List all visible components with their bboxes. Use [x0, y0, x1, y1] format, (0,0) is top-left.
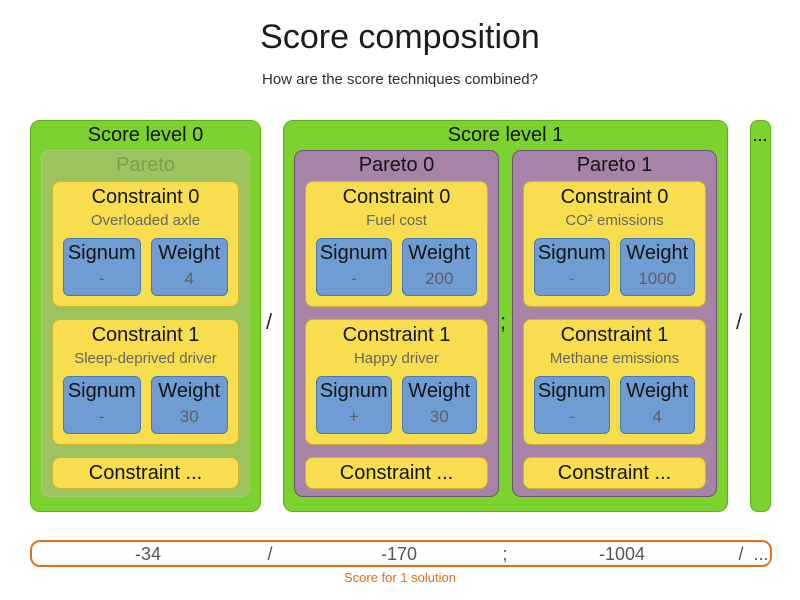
constraint-name: Overloaded axle [90, 212, 201, 229]
constraint-params: Signum - Weight 4 [63, 238, 228, 296]
level-separator-slash: / [735, 309, 743, 334]
constraint-title: Constraint 0 [91, 186, 200, 208]
constraint-params: Signum - Weight 1000 [534, 238, 695, 296]
weight-label: Weight [158, 380, 221, 402]
score-separator-semicolon: ; [502, 544, 508, 564]
weight-value: 30 [179, 407, 199, 426]
score-level-1-groups: Pareto 0 Constraint 0 Fuel cost Signum -… [294, 150, 717, 497]
signum-value: - [98, 407, 105, 426]
pareto-separator-semicolon: ; [499, 309, 507, 334]
constraint-name: CO² emissions [565, 212, 664, 229]
constraint-card: Constraint 1 Sleep-deprived driver Signu… [52, 319, 239, 445]
pareto-0-title: Pareto 0 [358, 154, 435, 176]
weight-value: 30 [429, 407, 449, 426]
signum-value: - [350, 269, 357, 288]
signum-box: Signum + [316, 376, 392, 434]
pareto-1-group: Pareto 1 Constraint 0 CO² emissions Sign… [512, 150, 717, 497]
score-level-0-title: Score level 0 [87, 124, 204, 146]
weight-value: 4 [184, 269, 194, 288]
pareto-0-group: Pareto 0 Constraint 0 Fuel cost Signum -… [294, 150, 499, 497]
constraint-params: Signum - Weight 200 [316, 238, 477, 296]
weight-value: 1000 [638, 269, 677, 288]
constraint-params: Signum - Weight 30 [63, 376, 228, 434]
score-separator-slash: / [738, 544, 744, 564]
constraint-card: Constraint 0 CO² emissions Signum - Weig… [523, 181, 706, 307]
constraint-card: Constraint 0 Fuel cost Signum - Weight 2… [305, 181, 488, 307]
pareto-group-title: Pareto [116, 154, 175, 176]
weight-box: Weight 4 [150, 238, 228, 296]
score-level-0-groups: Pareto Constraint 0 Overloaded axle Sign… [41, 150, 250, 497]
constraint-name: Fuel cost [366, 212, 427, 229]
more-score-levels-strip: ... [750, 120, 771, 512]
signum-box: Signum - [534, 238, 610, 296]
constraint-title: Constraint 1 [560, 324, 669, 346]
constraint-more-card: Constraint ... [523, 457, 706, 489]
weight-box: Weight 1000 [619, 238, 695, 296]
score-result-bar: -34 / -170 ; -1004 / ... [30, 540, 772, 567]
constraint-card: Constraint 1 Happy driver Signum + Weigh… [305, 319, 488, 445]
constraint-name: Sleep-deprived driver [74, 350, 217, 367]
weight-box: Weight 4 [619, 376, 695, 434]
score-level-1-box: Score level 1 Pareto 0 Constraint 0 Fuel… [283, 120, 728, 512]
signum-label: Signum [319, 380, 388, 402]
signum-label: Signum [67, 242, 136, 264]
constraint-title: Constraint 0 [342, 186, 451, 208]
constraint-name: Happy driver [353, 350, 440, 367]
score-pareto-0-value: -170 [380, 544, 418, 564]
score-pareto-1-value: -1004 [598, 544, 646, 564]
signum-box: Signum - [534, 376, 610, 434]
score-level-0-box: Score level 0 Pareto Constraint 0 Overlo… [30, 120, 261, 512]
constraint-title: Constraint 1 [91, 324, 200, 346]
constraint-params: Signum + Weight 30 [316, 376, 477, 434]
weight-label: Weight [408, 380, 471, 402]
signum-value: - [568, 269, 575, 288]
signum-box: Signum - [63, 238, 141, 296]
more-levels-ellipsis: ... [753, 128, 768, 144]
score-bar-caption: Score for 1 solution [343, 570, 456, 585]
constraint-card: Constraint 1 Methane emissions Signum - … [523, 319, 706, 445]
constraint-name: Methane emissions [549, 350, 680, 367]
score-level-0-value: -34 [134, 544, 162, 564]
signum-box: Signum - [63, 376, 141, 434]
signum-value: - [98, 269, 105, 288]
constraint-more-card: Constraint ... [305, 457, 488, 489]
constraint-title: Constraint 1 [342, 324, 451, 346]
constraint-title: Constraint 0 [560, 186, 669, 208]
signum-label: Signum [537, 242, 606, 264]
page-title: Score composition [260, 18, 540, 56]
weight-value: 200 [425, 269, 454, 288]
signum-label: Signum [67, 380, 136, 402]
signum-box: Signum - [316, 238, 392, 296]
weight-box: Weight 30 [150, 376, 228, 434]
weight-label: Weight [408, 242, 471, 264]
constraint-card: Constraint 0 Overloaded axle Signum - We… [52, 181, 239, 307]
signum-value: - [568, 407, 575, 426]
score-ellipsis: ... [753, 544, 769, 564]
pareto-1-title: Pareto 1 [576, 154, 653, 176]
signum-label: Signum [537, 380, 606, 402]
constraint-more-card: Constraint ... [52, 457, 239, 489]
signum-label: Signum [319, 242, 388, 264]
signum-value: + [348, 407, 359, 426]
weight-box: Weight 200 [401, 238, 477, 296]
weight-value: 4 [652, 407, 662, 426]
pareto-group: Pareto Constraint 0 Overloaded axle Sign… [41, 150, 250, 497]
score-separator-slash: / [267, 544, 273, 564]
weight-label: Weight [158, 242, 221, 264]
weight-box: Weight 30 [401, 376, 477, 434]
score-level-1-title: Score level 1 [447, 124, 564, 146]
weight-label: Weight [626, 242, 689, 264]
page-subtitle: How are the score techniques combined? [262, 71, 538, 88]
level-separator-slash: / [265, 309, 273, 334]
constraint-params: Signum - Weight 4 [534, 376, 695, 434]
weight-label: Weight [626, 380, 689, 402]
